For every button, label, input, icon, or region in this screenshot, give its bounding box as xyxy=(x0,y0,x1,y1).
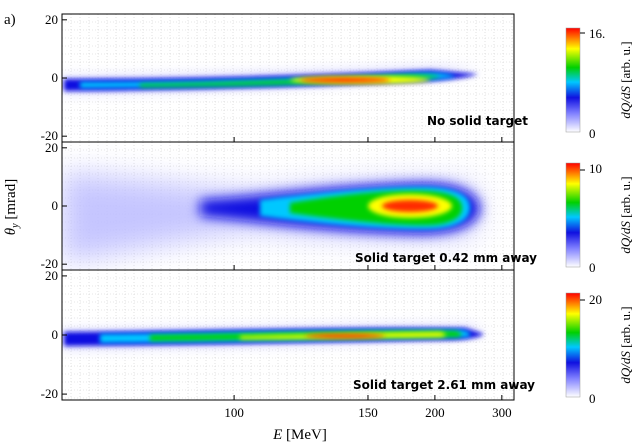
y-tick-label: -20 xyxy=(41,128,58,143)
x-tick-label: 200 xyxy=(425,405,445,420)
colorbar-3-max: 20 xyxy=(589,292,602,307)
annotation-panel-3: Solid target 2.61 mm away xyxy=(353,378,535,392)
colorbar-3-label: dQ/dS [arb. u.] xyxy=(618,306,633,383)
colorbar-2-max: 10 xyxy=(589,161,602,176)
x-axis-label: E [MeV] xyxy=(272,427,327,443)
colorbar-1-min: 0 xyxy=(589,126,596,141)
y-tick-label: -20 xyxy=(41,386,58,401)
y-tick-label: 0 xyxy=(52,327,59,342)
x-tick-label: 100 xyxy=(224,405,244,420)
heatmap-panel-3 xyxy=(62,326,485,348)
colorbar-1-max: 16. xyxy=(589,26,605,41)
y-axis-label: θy [mrad] xyxy=(3,179,21,235)
beam-red xyxy=(305,334,385,338)
y-tick-label: 20 xyxy=(45,268,58,283)
heatmap-panel-2 xyxy=(62,172,480,262)
y-tick-label: 0 xyxy=(52,198,59,213)
x-tick-label: 150 xyxy=(358,405,378,420)
annotation-panel-1: No solid target xyxy=(427,114,528,128)
colorbar-2: 10 0 dQ/dS [arb. u.] xyxy=(565,161,633,275)
y-tick-label: 0 xyxy=(52,70,59,85)
colorbar-3: 20 0 dQ/dS [arb. u.] xyxy=(565,292,633,406)
beam-red xyxy=(300,77,390,83)
panel-label: a) xyxy=(4,12,16,28)
colorbar-2-min: 0 xyxy=(589,260,596,275)
y-tick-label: 20 xyxy=(45,140,58,155)
beam-red xyxy=(382,200,438,212)
colorbar-3-min: 0 xyxy=(589,391,596,406)
colorbar-2-label: dQ/dS [arb. u.] xyxy=(618,176,633,253)
annotation-panel-2: Solid target 0.42 mm away xyxy=(355,251,537,265)
colorbar-1-label: dQ/dS [arb. u.] xyxy=(618,41,633,118)
y-tick-label: -20 xyxy=(41,256,58,271)
y-tick-label: 20 xyxy=(45,12,58,27)
heatmap-panel-1 xyxy=(62,68,480,92)
x-tick-label: 300 xyxy=(492,405,512,420)
colorbar-1: 16. 0 dQ/dS [arb. u.] xyxy=(565,26,633,141)
